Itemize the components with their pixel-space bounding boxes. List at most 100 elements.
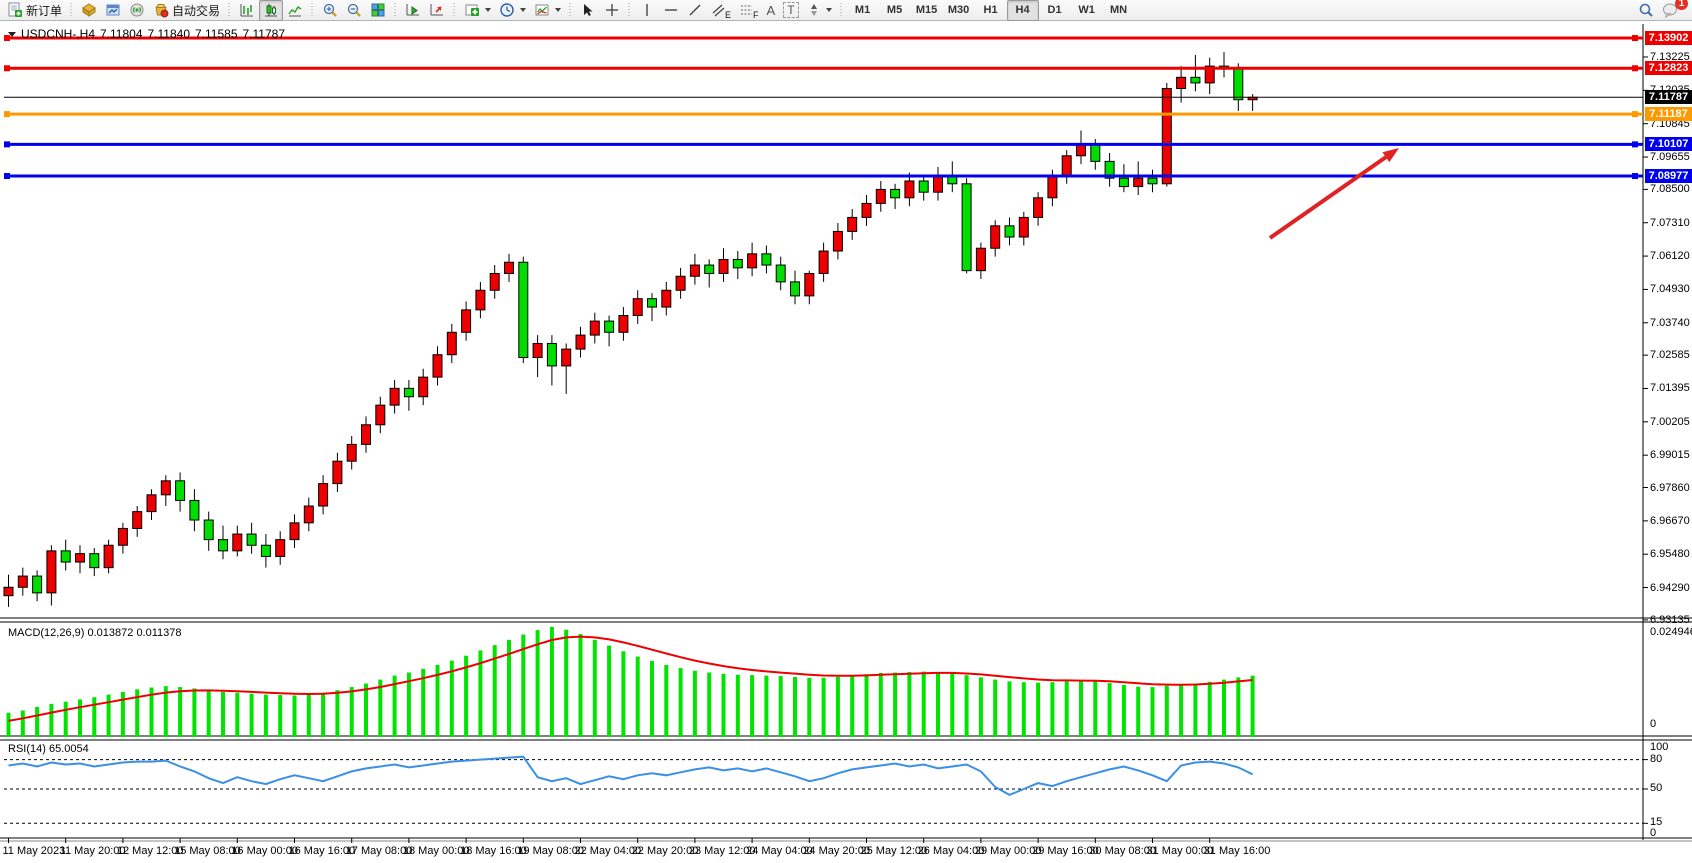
fibo-sub-glyph: F bbox=[753, 9, 759, 20]
auto-trading-button[interactable]: 自动交易 bbox=[149, 0, 224, 21]
tab-mn[interactable]: MN bbox=[1110, 4, 1128, 16]
auto-trading-icon bbox=[155, 4, 169, 18]
tab-m5[interactable]: M5 bbox=[886, 4, 903, 16]
notifications-button[interactable]: 1 bbox=[1658, 0, 1688, 21]
tab-m30[interactable]: M30 bbox=[947, 4, 970, 16]
rsi-label: RSI(14) 65.0054 bbox=[8, 743, 89, 755]
arrows-tool-icon bbox=[810, 4, 817, 16]
new-order-button[interactable]: 新订单 bbox=[3, 0, 66, 21]
time-axis-label: 15 May 08:00 bbox=[174, 845, 241, 857]
toolbar-grip bbox=[567, 2, 575, 18]
auto-scroll-button[interactable] bbox=[401, 0, 425, 21]
crosshair-icon bbox=[606, 4, 619, 16]
chart-ohlc-high: 7.11840 bbox=[147, 27, 191, 41]
chart-symbol-period: USDCNH-,H4 bbox=[21, 27, 96, 41]
indicators-dropdown-caret[interactable] bbox=[485, 8, 492, 12]
tab-m15[interactable]: M15 bbox=[915, 4, 938, 16]
horizontal-line-icon bbox=[665, 9, 678, 11]
cursor-button[interactable] bbox=[576, 0, 600, 21]
strategy-tester-button[interactable] bbox=[101, 0, 125, 21]
tab-w1[interactable]: W1 bbox=[1078, 4, 1095, 16]
price-level-badge: 7.11187 bbox=[1645, 107, 1692, 122]
time-axis-label: 19 May 08:00 bbox=[517, 845, 584, 857]
macd-label: MACD(12,26,9) 0.013872 0.011378 bbox=[8, 627, 182, 639]
toolbar-grip bbox=[626, 2, 634, 18]
indicators-icon bbox=[465, 4, 480, 16]
signals-icon bbox=[130, 3, 144, 17]
text-tool-icon: A bbox=[766, 2, 776, 18]
chat-bubble-icon bbox=[1663, 3, 1677, 18]
indicators-button[interactable] bbox=[460, 0, 495, 21]
metaeditor-button[interactable] bbox=[77, 0, 101, 21]
macd-axis-max: 0.024946 bbox=[1650, 626, 1692, 638]
chart-shift-icon bbox=[430, 4, 444, 16]
search-button[interactable] bbox=[1634, 0, 1658, 21]
horizontal-line-button[interactable] bbox=[659, 0, 683, 21]
candlestick-chart-button[interactable] bbox=[259, 0, 284, 21]
cursor-icon bbox=[584, 4, 593, 16]
tab-h1[interactable]: H1 bbox=[983, 4, 998, 16]
arrows-dropdown-caret[interactable] bbox=[825, 8, 832, 12]
equidistant-channel-button[interactable]: E bbox=[707, 0, 735, 21]
tab-d1[interactable]: D1 bbox=[1047, 4, 1062, 16]
price-axis-tick-label: 7.13225 bbox=[1650, 51, 1690, 63]
price-axis-tick-label: 6.93135 bbox=[1650, 613, 1690, 626]
bid-price-badge: 7.11787 bbox=[1645, 90, 1692, 105]
time-axis-label: 31 May 16:00 bbox=[1203, 845, 1271, 857]
templates-dropdown-caret[interactable] bbox=[555, 8, 562, 12]
text-label-button[interactable]: T bbox=[779, 0, 802, 21]
time-axis-label: 18 May 00:00 bbox=[402, 845, 470, 857]
time-axis-label: 29 May 00:00 bbox=[974, 845, 1042, 857]
chart-menu-arrow-icon[interactable] bbox=[8, 31, 16, 37]
price-axis-tick-label: 7.00205 bbox=[1650, 415, 1690, 428]
crosshair-button[interactable] bbox=[600, 0, 624, 21]
line-chart-button[interactable] bbox=[283, 0, 307, 21]
bar-chart-button[interactable] bbox=[235, 0, 259, 21]
tab-h4[interactable]: H4 bbox=[1006, 0, 1039, 21]
zoom-in-button[interactable] bbox=[318, 0, 342, 21]
price-axis-tick-label: 7.09655 bbox=[1650, 151, 1690, 164]
chart-ohlc-low: 7.11585 bbox=[195, 27, 238, 41]
tab-m1[interactable]: M1 bbox=[854, 4, 871, 16]
trendline-button[interactable] bbox=[683, 0, 707, 21]
price-axis-tick-label: 6.96670 bbox=[1650, 514, 1690, 527]
time-axis-label: 12 May 12:00 bbox=[116, 845, 184, 857]
zoom-out-button[interactable] bbox=[342, 0, 366, 21]
tile-windows-button[interactable] bbox=[366, 0, 390, 21]
fibonacci-button[interactable]: F bbox=[735, 0, 763, 21]
periods-button[interactable] bbox=[495, 0, 530, 21]
time-axis-label: 16 May 00:00 bbox=[231, 845, 298, 857]
toolbar-grip bbox=[68, 2, 76, 18]
zoom-in-icon bbox=[323, 3, 337, 17]
price-level-badge: 7.08977 bbox=[1645, 169, 1692, 184]
tile-windows-icon bbox=[371, 3, 385, 17]
chart-shift-button[interactable] bbox=[425, 0, 449, 21]
vertical-line-button[interactable] bbox=[635, 0, 659, 21]
templates-icon bbox=[535, 4, 549, 16]
periods-dropdown-caret[interactable] bbox=[520, 8, 527, 12]
time-axis-label: 31 May 00:00 bbox=[1146, 845, 1214, 857]
strategy-tester-icon bbox=[106, 4, 120, 16]
rsi-axis-15: 15 bbox=[1650, 816, 1663, 828]
rsi-axis-80: 80 bbox=[1650, 753, 1663, 765]
auto-scroll-icon bbox=[406, 4, 420, 16]
price-axis-tick-label: 7.01395 bbox=[1650, 382, 1690, 395]
text-tool-button[interactable]: A bbox=[763, 0, 780, 21]
price-axis-tick-label: 6.99015 bbox=[1650, 449, 1690, 462]
channel-sub-glyph: E bbox=[725, 9, 732, 20]
trendline-icon bbox=[689, 4, 701, 16]
price-axis-tick-label: 7.04930 bbox=[1650, 283, 1690, 296]
templates-button[interactable] bbox=[530, 0, 565, 21]
time-axis-label: 30 May 08:00 bbox=[1089, 845, 1156, 857]
search-icon bbox=[1639, 3, 1653, 17]
line-chart-icon bbox=[288, 6, 302, 17]
chart-title: USDCNH-,H4 7.11804 7.11840 7.11585 7.117… bbox=[8, 27, 285, 41]
metaeditor-icon bbox=[82, 3, 96, 17]
toolbar-grip bbox=[837, 2, 845, 18]
arrows-tool-button[interactable] bbox=[803, 0, 836, 21]
signals-button[interactable] bbox=[125, 0, 149, 21]
rsi-axis-0: 0 bbox=[1650, 827, 1657, 839]
price-axis-tick-label: 7.06120 bbox=[1650, 250, 1690, 263]
time-axis-label: 22 May 20:00 bbox=[631, 845, 699, 857]
